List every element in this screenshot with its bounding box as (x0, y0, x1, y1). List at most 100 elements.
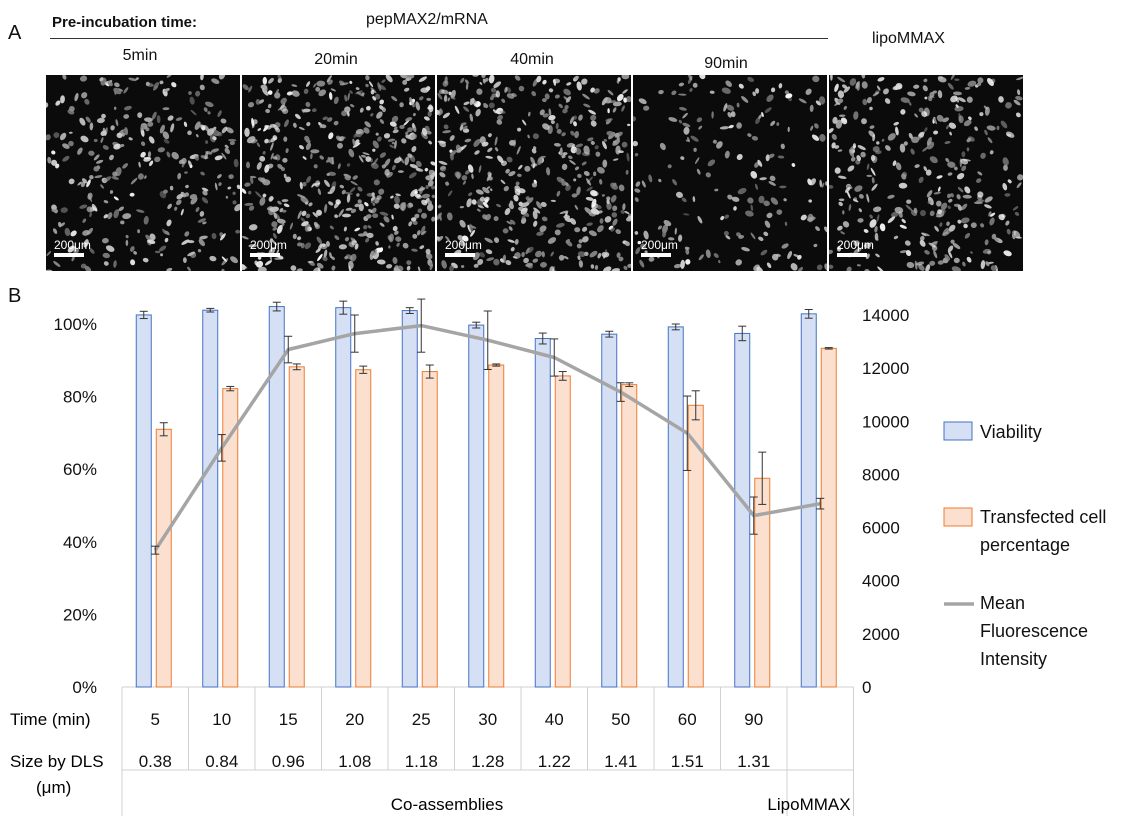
right-axis-tick-label: 4000 (862, 572, 900, 591)
x-category-label-8: 60 (678, 710, 697, 729)
scale-bar-line (250, 253, 280, 257)
right-axis-tick-label: 12000 (862, 359, 909, 378)
x-category-label-0: 5 (151, 710, 160, 729)
size-by-dls-value-9: 1.31 (737, 752, 770, 771)
right-axis-tick-label: 2000 (862, 625, 900, 644)
cell-texture (633, 75, 827, 271)
left-axis-tick-label: 20% (63, 605, 97, 624)
micrograph-lipommax: 200μm (829, 75, 1023, 271)
group-label-co-assemblies: Co-assemblies (391, 795, 503, 814)
transfected-bar-10 (820, 347, 837, 688)
transfected-bar-4 (421, 371, 438, 688)
image-time-label-90min: 90min (704, 55, 748, 72)
scale-bar-label: 200μm (445, 238, 482, 252)
panel-b-letter: B (8, 285, 22, 307)
viability-bar-8 (667, 326, 684, 688)
error-bars (139, 298, 833, 555)
viability-bar-6 (534, 338, 551, 688)
transfected-bar-9 (754, 477, 771, 688)
scale-bar-label: 200μm (641, 238, 678, 252)
scale-bar: 200μm (641, 238, 678, 257)
legend-label-mfi-line2: Fluorescence (980, 621, 1088, 641)
legend-label-mfi-line1: Mean (980, 593, 1025, 613)
right-axis-tick-label: 0 (862, 678, 871, 697)
legend: Viability Transfected cell percentage Mean F… (943, 421, 1106, 669)
legend-label-viability: Viability (980, 422, 1042, 442)
cell-texture (829, 75, 1023, 271)
preincubation-label: Pre-incubation time: (52, 14, 198, 31)
row-label-size-line1: Size by DLS (10, 752, 104, 771)
x-category-label-5: 30 (478, 710, 497, 729)
size-by-dls-value-2: 0.96 (272, 752, 305, 771)
transfected-bar-7 (621, 384, 638, 688)
viability-bar-5 (468, 324, 485, 688)
scale-bar: 200μm (837, 238, 874, 257)
image-time-label-20min: 20min (314, 51, 358, 68)
cell-texture (46, 75, 240, 271)
transfected-bar-0 (155, 428, 172, 688)
legend-label-transfected-line2: percentage (980, 535, 1070, 555)
image-time-label-5min: 5min (122, 47, 158, 64)
scale-bar-label: 200μm (250, 238, 287, 252)
header-rule (50, 38, 828, 39)
scale-bar-label: 200μm (54, 238, 91, 252)
micrograph-20min: 200μm (242, 75, 435, 271)
transfected-bar-6 (554, 375, 571, 688)
scale-bar: 200μm (250, 238, 287, 257)
transfected-bar-3 (355, 369, 372, 688)
panel-a-letter: A (8, 22, 22, 44)
legend-swatch-viability (943, 421, 973, 441)
viability-bar-4 (401, 310, 418, 688)
size-by-dls-value-4: 1.18 (405, 752, 438, 771)
x-category-label-9: 90 (744, 710, 763, 729)
data-table-lines: 5 0.38 10 0.84 15 0.96 20 1.08 25 1.18 30 1.28 40 1.2… (121, 686, 854, 816)
legend-label-mfi-line3: Intensity (980, 649, 1047, 669)
x-category-label-3: 20 (345, 710, 364, 729)
header-group-label: pepMAX2/mRNA (366, 11, 488, 28)
size-by-dls-value-7: 1.41 (604, 752, 637, 771)
size-by-dls-value-1: 0.84 (205, 752, 238, 771)
scale-bar-line (641, 253, 671, 257)
size-by-dls-value-3: 1.08 (338, 752, 371, 771)
size-by-dls-value-0: 0.38 (139, 752, 172, 771)
left-axis-tick-label: 40% (63, 533, 97, 552)
cell-texture (242, 75, 435, 271)
viability-bar-1 (202, 309, 219, 688)
scale-bar-label: 200μm (837, 238, 874, 252)
scale-bar-line (54, 253, 84, 257)
x-category-label-1: 10 (212, 710, 231, 729)
right-axis-tick-label: 14000 (862, 306, 909, 325)
axes: 0% 20% 40% 60% 80% 100% 0 2000 4000 6000 8000 10000… (54, 306, 910, 697)
legend-swatch-transfected (943, 507, 973, 527)
left-axis-tick-label: 60% (63, 460, 97, 479)
row-label-size-line2: (μm) (36, 778, 71, 797)
bars (135, 306, 837, 688)
micrograph-90min: 200μm (633, 75, 827, 271)
viability-bar-10 (800, 313, 817, 688)
scale-bar: 200μm (54, 238, 91, 257)
transfected-bar-2 (288, 366, 305, 688)
x-category-label-2: 15 (279, 710, 298, 729)
row-label-time: Time (min) (10, 710, 91, 729)
scale-bar-line (445, 253, 475, 257)
x-category-label-4: 25 (412, 710, 431, 729)
right-axis-tick-label: 10000 (862, 412, 909, 431)
micrograph-5min: 200μm (46, 75, 240, 271)
image-time-label-40min: 40min (510, 51, 554, 68)
left-axis-tick-label: 100% (54, 315, 97, 334)
table-text: Time (min) Size by DLS (μm) Co-assemblie… (10, 710, 851, 814)
size-by-dls-value-8: 1.51 (671, 752, 704, 771)
transfected-bar-5 (488, 364, 505, 688)
legend-label-transfected: Transfected cell (980, 507, 1106, 527)
size-by-dls-value-6: 1.22 (538, 752, 571, 771)
control-label: lipoMMAX (872, 30, 945, 47)
micrograph-40min: 200μm (437, 75, 631, 271)
viability-bar-0 (135, 314, 152, 688)
scale-bar-line (837, 253, 867, 257)
left-axis-tick-label: 80% (63, 388, 97, 407)
right-axis-tick-label: 6000 (862, 519, 900, 538)
group-label-lipommax: LipoMMAX (767, 795, 850, 814)
size-by-dls-value-5: 1.28 (471, 752, 504, 771)
x-category-label-7: 50 (611, 710, 630, 729)
